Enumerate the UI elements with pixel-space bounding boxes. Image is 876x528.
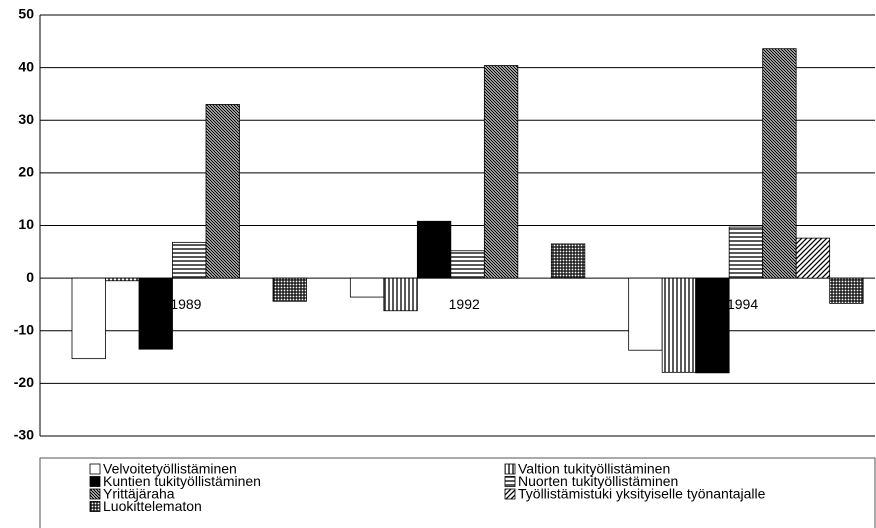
legend-label: Työllistämistuki yksityiselle työnantaja… [518,486,766,502]
bar [829,277,864,304]
bar [416,220,452,279]
y-tick-label: -20 [14,374,34,390]
bar [483,65,519,279]
bar [138,277,173,350]
bar [795,237,831,279]
legend-swatch [89,476,101,487]
y-tick-label: -10 [14,321,34,337]
bar [105,277,140,282]
y-tick-label: 20 [18,164,34,180]
x-tick-label: 1994 [727,296,758,312]
legend-swatch [504,463,516,475]
y-tick-label: 10 [18,216,34,232]
bar [628,277,663,351]
bar [695,277,730,374]
x-tick-label: 1992 [449,296,480,312]
y-tick-label: 30 [18,111,34,127]
legend-label: Nuorten tukityöllistäminen [518,473,678,489]
legend-swatch [504,476,516,487]
y-tick-label: -30 [14,427,34,443]
bar [762,48,797,279]
bar [205,104,240,279]
bar [172,241,207,279]
legend-label: Yrittäjäraha [103,486,175,502]
bar [450,250,485,279]
legend-label: Valtion tukityöllistäminen [518,461,670,477]
bar [272,277,307,302]
legend-label: Velvoitetyöllistäminen [103,461,237,477]
x-tick-label: 1989 [170,296,201,312]
bar [661,277,697,373]
bar [550,243,586,279]
legend-swatch [89,488,101,500]
y-tick-label: 0 [26,269,34,285]
legend-swatch [504,488,516,500]
y-tick-label: 50 [18,6,34,22]
legend-swatch [89,463,101,475]
legend-label: Luokittelematon [103,498,202,514]
bar [383,277,418,312]
legend-swatch [89,501,101,512]
bar [728,226,764,279]
y-tick-label: 40 [18,58,34,74]
legend-label: Kuntien tukityöllistäminen [103,473,261,489]
legend-box [39,457,876,528]
bar [71,277,106,360]
bar [349,277,385,298]
